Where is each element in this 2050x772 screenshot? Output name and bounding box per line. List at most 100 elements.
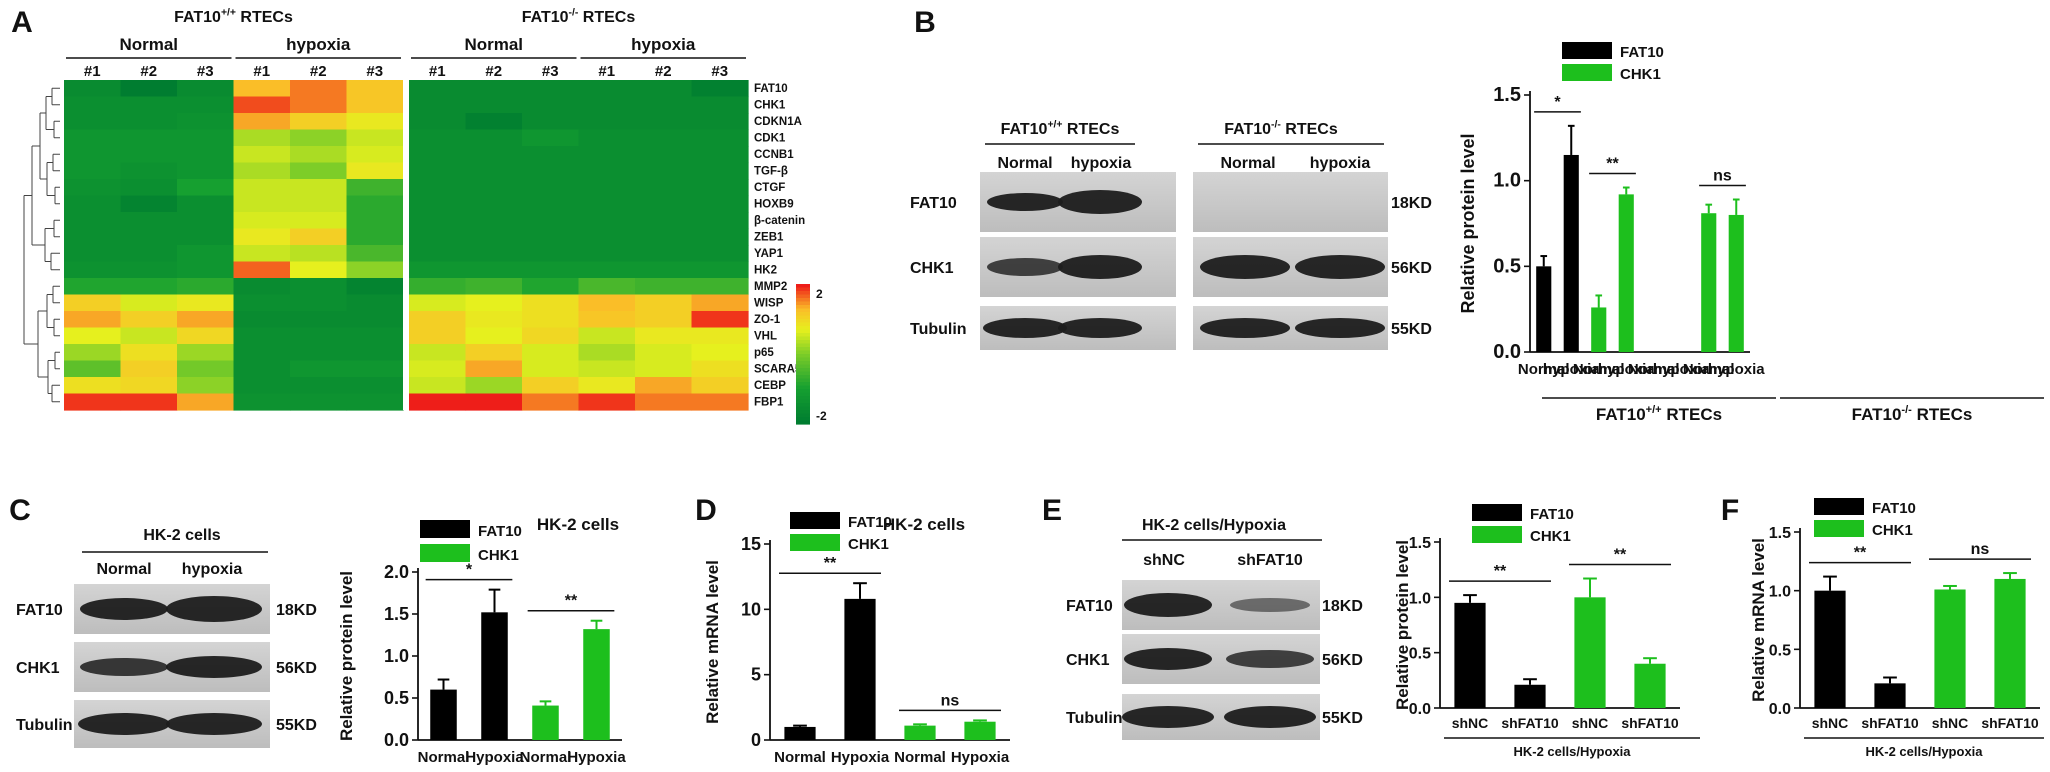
chart-e-category-label: shNC bbox=[1452, 715, 1489, 731]
blot-c-fat10 bbox=[74, 584, 270, 634]
heatmap-cell bbox=[522, 311, 580, 329]
chart-f-category-label: shFAT10 bbox=[1981, 715, 2039, 731]
blot-b-size-label: 56KD bbox=[1391, 260, 1432, 277]
heatmap-cell bbox=[233, 195, 291, 213]
heatmap-cell bbox=[64, 195, 122, 213]
chart-e-y-label: Relative protein level bbox=[1393, 540, 1412, 710]
heatmap-cell bbox=[120, 311, 178, 329]
heatmap-cell bbox=[578, 146, 636, 164]
heatmap-cell bbox=[635, 261, 693, 279]
heatmap-cell bbox=[290, 228, 348, 246]
blot-b-lane-label: Normal bbox=[997, 155, 1052, 172]
color-scale-step bbox=[796, 305, 810, 310]
heatmap-cell bbox=[465, 80, 523, 98]
color-scale-step bbox=[796, 343, 810, 348]
heatmap-cell bbox=[290, 212, 348, 230]
heatmap-cell bbox=[290, 129, 348, 147]
heatmap-cell bbox=[64, 294, 122, 312]
chart-b-category-label: Normal bbox=[1683, 361, 1735, 378]
color-scale-min-label: -2 bbox=[816, 409, 827, 423]
panel-letter-D: D bbox=[695, 494, 717, 527]
heatmap-cell bbox=[290, 344, 348, 362]
heatmap-cell bbox=[522, 162, 580, 180]
color-scale-step bbox=[796, 298, 810, 303]
blot-band bbox=[78, 713, 170, 735]
heatmap-cell bbox=[635, 162, 693, 180]
heatmap-gene-label: β-catenin bbox=[754, 215, 805, 227]
heatmap-cell bbox=[465, 162, 523, 180]
heatmap-cell bbox=[120, 96, 178, 114]
heatmap-cell bbox=[522, 278, 580, 296]
chart-b-bar bbox=[1618, 194, 1634, 352]
heatmap-cell bbox=[635, 327, 693, 345]
heatmap-cell bbox=[691, 245, 749, 263]
heatmap-cell bbox=[177, 278, 235, 296]
heatmap-cell bbox=[120, 129, 178, 147]
chart-b-category-label: Normal bbox=[1628, 361, 1680, 378]
chart-e-y-tick-label: 1.5 bbox=[1409, 535, 1431, 552]
heatmap-cell bbox=[635, 179, 693, 197]
chart-f-category-label: shNC bbox=[1932, 715, 1969, 731]
heatmap-cell bbox=[635, 311, 693, 329]
heatmap-cell bbox=[233, 327, 291, 345]
heatmap-cell bbox=[120, 278, 178, 296]
color-scale-max-label: 2 bbox=[816, 287, 823, 301]
chart-b-category-label: hypoxia bbox=[1708, 361, 1765, 378]
heatmap-cell bbox=[233, 146, 291, 164]
chart-b-legend-swatch bbox=[1562, 64, 1612, 81]
heatmap-cell bbox=[120, 327, 178, 345]
blot-c-title: HK-2 cells bbox=[143, 527, 220, 544]
blot-background bbox=[1193, 172, 1388, 232]
chart-b-significance-label: * bbox=[1554, 94, 1561, 111]
heatmap-cell bbox=[233, 278, 291, 296]
blot-b-row-label: FAT10 bbox=[910, 195, 957, 212]
heatmap-cell bbox=[233, 261, 291, 279]
heatmap-cell bbox=[578, 377, 636, 395]
heatmap-cell bbox=[290, 179, 348, 197]
heatmap-cell bbox=[177, 162, 235, 180]
heatmap-replicate-label: #1 bbox=[598, 63, 615, 80]
heatmap-replicate-label: #3 bbox=[366, 63, 383, 80]
blot-band bbox=[80, 658, 168, 676]
color-scale-step bbox=[796, 364, 810, 369]
heatmap-cell bbox=[120, 162, 178, 180]
heatmap-cell bbox=[120, 360, 178, 378]
chart-f-bar bbox=[1934, 589, 1966, 708]
heatmap-cell bbox=[691, 162, 749, 180]
heatmap-cell bbox=[177, 245, 235, 263]
color-scale-step bbox=[796, 347, 810, 352]
heatmap-cell bbox=[465, 327, 523, 345]
heatmap-cell bbox=[290, 377, 348, 395]
blot-b-tubulin-right bbox=[1193, 306, 1388, 350]
chart-e-y-tick-label: 0.5 bbox=[1409, 646, 1431, 663]
chart-c-title: HK-2 cells bbox=[537, 515, 619, 534]
heatmap-cell bbox=[522, 228, 580, 246]
blot-band bbox=[987, 193, 1063, 211]
heatmap-cell bbox=[409, 245, 467, 263]
color-scale-step bbox=[796, 322, 810, 327]
heatmap-cell bbox=[691, 80, 749, 98]
heatmap-cell bbox=[409, 344, 467, 362]
blot-c-size-label: 18KD bbox=[276, 602, 317, 619]
heatmap-cell bbox=[290, 311, 348, 329]
blot-band bbox=[166, 713, 262, 735]
blot-b-fat10-left bbox=[980, 172, 1176, 232]
heatmap-cell bbox=[691, 311, 749, 329]
heatmap-cell bbox=[120, 179, 178, 197]
chart-c-bar bbox=[481, 612, 508, 740]
heatmap-cell bbox=[64, 344, 122, 362]
heatmap-cell bbox=[465, 261, 523, 279]
blot-band bbox=[1200, 255, 1290, 279]
color-scale-step bbox=[796, 371, 810, 376]
chart-d-y-tick-label: 15 bbox=[741, 534, 761, 554]
blot-e-size-label: 18KD bbox=[1322, 598, 1363, 615]
heatmap-gene-label: VHL bbox=[754, 331, 777, 343]
blot-b-size-label: 55KD bbox=[1391, 321, 1432, 338]
chart-e-category-label: shFAT10 bbox=[1621, 715, 1679, 731]
heatmap-gene-label: CTGF bbox=[754, 182, 785, 194]
heatmap-cell bbox=[691, 344, 749, 362]
heatmap-replicate-label: #3 bbox=[542, 63, 559, 80]
heatmap-cell bbox=[522, 129, 580, 147]
heatmap-cell bbox=[409, 146, 467, 164]
color-scale-step bbox=[796, 403, 810, 408]
